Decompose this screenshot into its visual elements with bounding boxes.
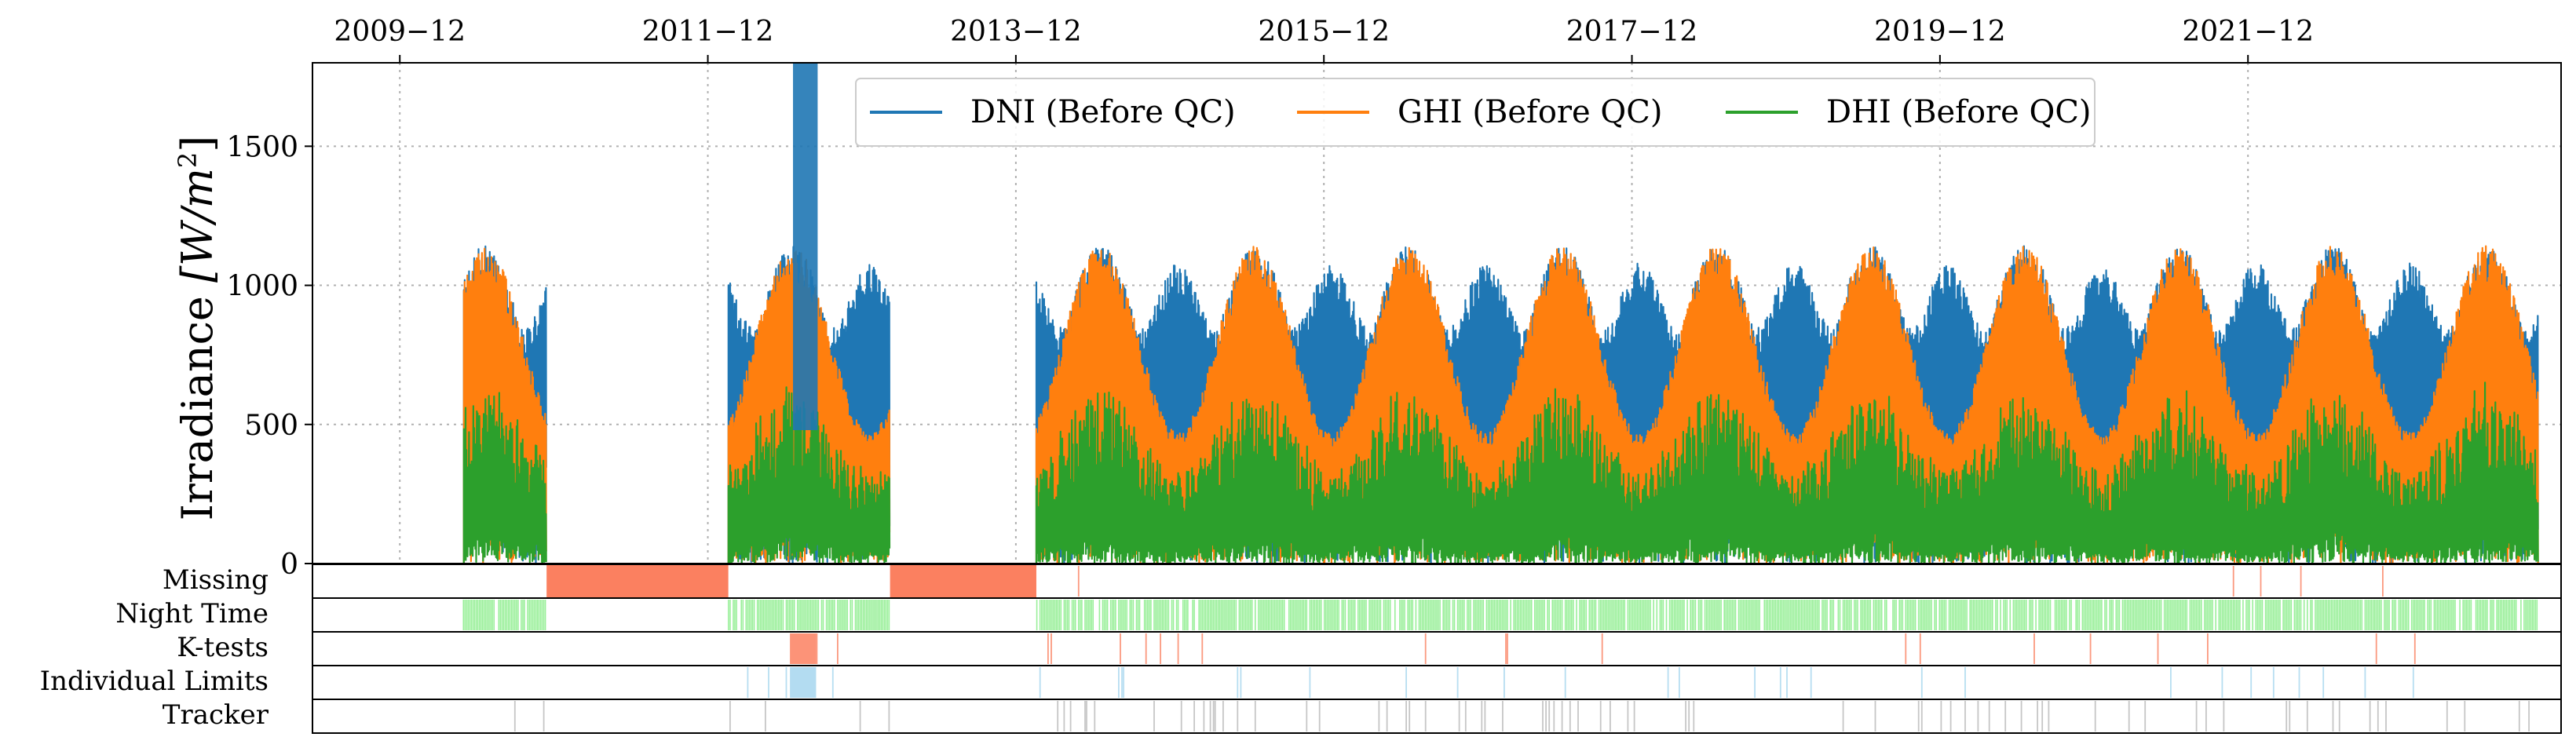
qc-flags-1 [462, 600, 2538, 630]
qc-flag-bands [312, 564, 2562, 734]
missing-block-1 [890, 565, 1036, 597]
x-tick-label-4: 2017−12 [1566, 16, 1698, 48]
x-tick-label-6: 2021−12 [2182, 16, 2314, 48]
qc-flags-3 [747, 667, 2414, 698]
legend-box [855, 78, 2096, 147]
x-tick-label-5: 2019−12 [1874, 16, 2006, 48]
qc-band-4 [312, 699, 2562, 734]
x-tick-label-0: 2009−12 [334, 16, 466, 48]
axes [312, 62, 2562, 564]
qc-label-4: Tracker [163, 699, 269, 731]
x-tick-label-3: 2015−12 [1258, 16, 1390, 48]
y-tick-label-1: 500 [244, 410, 298, 442]
series-lines [462, 63, 2539, 565]
y-tick-label-0: 0 [280, 549, 298, 581]
x-axis-ticks: 2009−12 2011−12 2013−12 2015−12 2017−12 2019−… [334, 16, 2314, 63]
plot-frame [312, 62, 2562, 564]
y-axis-ticks: 0 500 1000 1500 [226, 131, 312, 581]
qc-band-3 [312, 665, 2562, 700]
qc-label-2: K-tests [177, 632, 269, 663]
qc-label-1: Night Time [115, 598, 269, 629]
x-tick-label-2: 2013−12 [950, 16, 1082, 48]
qc-label-3: Individual Limits [40, 666, 269, 697]
legend-label-2: DHI (Before QC) [1826, 94, 2092, 130]
qc-band-2 [312, 631, 2562, 666]
qc-flags-0 [1077, 566, 2384, 597]
y-axis-label: Irradiance [W/m2] [173, 136, 222, 521]
y-tick-label-2: 1000 [226, 271, 298, 303]
qc-flags-4 [513, 701, 2530, 732]
qc-flags-2 [816, 633, 2416, 664]
k-tests-burst [790, 633, 817, 664]
legend: DNI (Before QC) GHI (Before QC) DHI (Befor… [855, 78, 2096, 147]
dni-spike-mark [793, 63, 818, 430]
x-tick-label-1: 2011−12 [642, 16, 774, 48]
qc-label-0: Missing [163, 564, 269, 596]
legend-label-1: GHI (Before QC) [1398, 94, 1662, 130]
y-tick-label-3: 1500 [226, 131, 298, 163]
limits-burst [790, 667, 817, 698]
series-line-dhi [462, 381, 2539, 565]
missing-block-0 [546, 565, 729, 597]
legend-label-0: DNI (Before QC) [970, 94, 1236, 130]
